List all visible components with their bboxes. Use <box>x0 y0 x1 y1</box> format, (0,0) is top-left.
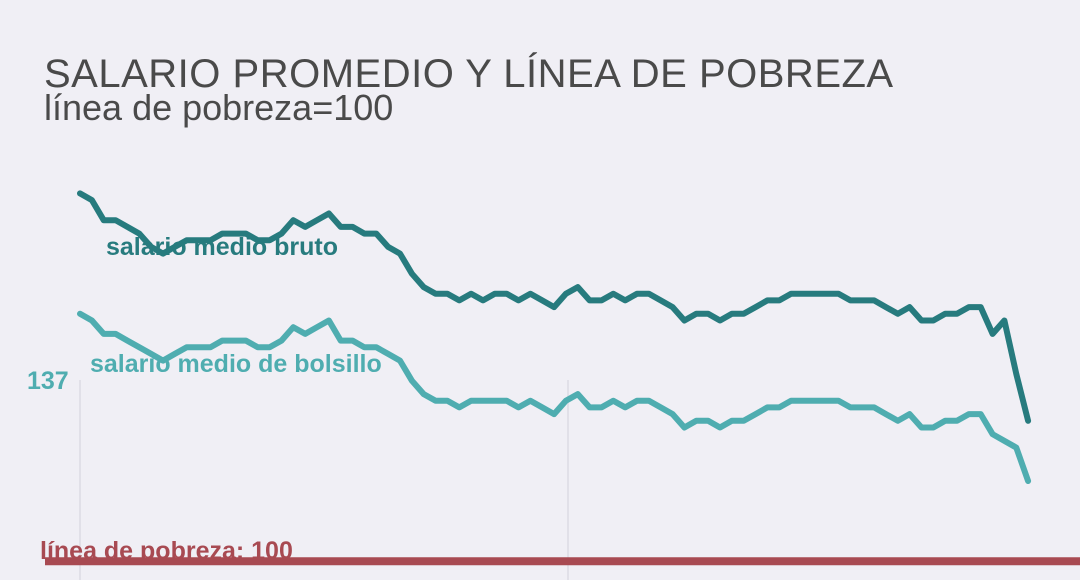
series-line-salario-bruto <box>77 190 1032 424</box>
gridlines <box>79 380 569 580</box>
chart-title: SALARIO PROMEDIO Y LÍNEA DE POBREZA <box>44 52 894 96</box>
series-line-salario-bolsillo <box>77 310 1032 484</box>
start-value-label: 137 <box>27 367 69 395</box>
chart-subtitle: línea de pobreza=100 <box>44 87 394 128</box>
poverty-line-label: línea de pobreza: 100 <box>40 537 293 565</box>
series-label-bolsillo: salario medio de bolsillo <box>90 350 382 378</box>
series-label-bruto: salario medio bruto <box>106 233 338 261</box>
